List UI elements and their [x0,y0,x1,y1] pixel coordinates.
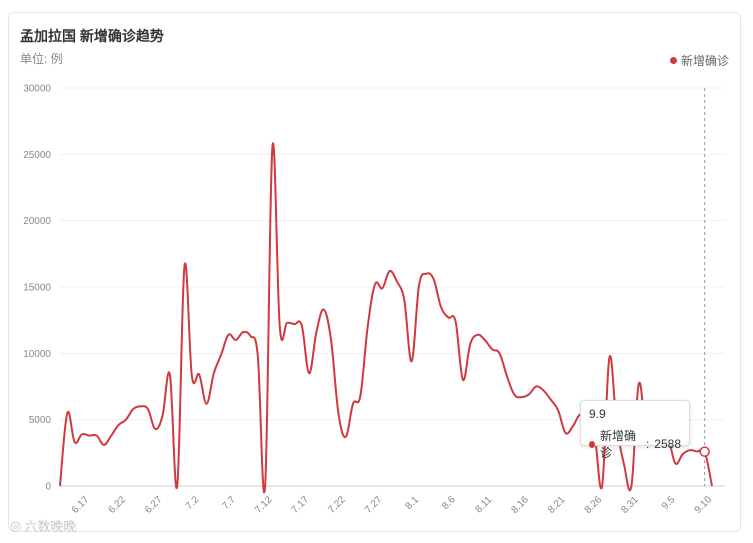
watermark-text: 六数晚晚 [24,519,77,534]
x-tick-label: 8.26 [583,494,605,516]
x-tick-label: 7.2 [184,494,202,512]
x-tick-label: 7.7 [220,494,238,512]
highlight-point[interactable] [699,446,710,457]
x-tick-label: 7.17 [290,494,312,516]
watermark: ◎ 六数晚晚 [10,516,76,535]
y-axis-ticks: 0 5000 10000 15000 20000 25000 30000 [23,84,51,493]
x-tick-label: 7.27 [363,494,385,516]
x-tick-label: 8.31 [619,494,641,516]
tooltip-series: 新增确诊 [599,429,636,460]
unit-label: 单位: 例 [20,52,63,66]
y-tick-label: 20000 [23,216,51,227]
tooltip-marker [589,440,595,448]
y-tick-label: 0 [45,482,51,493]
x-tick-label: 8.16 [509,494,531,516]
x-tick-label: 6.17 [70,494,92,516]
chart-title: 孟加拉国 新增确诊趋势 [20,28,164,44]
x-tick-label: 8.6 [440,494,458,512]
x-tick-label: 8.1 [403,494,421,512]
tooltip-value: 2588 [654,437,681,451]
x-tick-label: 7.22 [326,494,348,516]
x-tick-label: 9.10 [693,494,715,516]
x-tick-label: 6.22 [107,494,129,516]
y-tick-label: 25000 [23,150,51,161]
tooltip: 9.9 新增确诊: 2588 [580,400,690,460]
x-tick-label: 7.12 [253,494,275,516]
x-tick-label: 8.11 [473,494,494,515]
legend-label: 新增确诊 [680,54,729,68]
y-tick-label: 15000 [23,283,51,294]
x-tick-label: 8.21 [546,494,568,516]
y-tick-label: 5000 [29,415,52,426]
x-axis-ticks: 6.17 6.22 6.27 7.2 7.7 7.12 7.17 7.22 7.27 8.1 8.6… [70,494,715,516]
y-tick-label: 30000 [23,84,51,95]
x-tick-label: 6.27 [143,494,165,516]
logo-icon: ◎ [10,517,22,533]
y-tick-label: 10000 [23,349,51,360]
x-tick-label: 9.5 [660,494,678,512]
tooltip-date: 9.9 [589,407,606,421]
legend[interactable]: 新增确诊 [669,52,729,69]
tooltip-row: 新增确诊: 2588 [589,427,681,461]
grid-lines [60,87,725,487]
legend-marker [669,57,677,64]
series-line-新增确诊[interactable] [59,142,713,494]
